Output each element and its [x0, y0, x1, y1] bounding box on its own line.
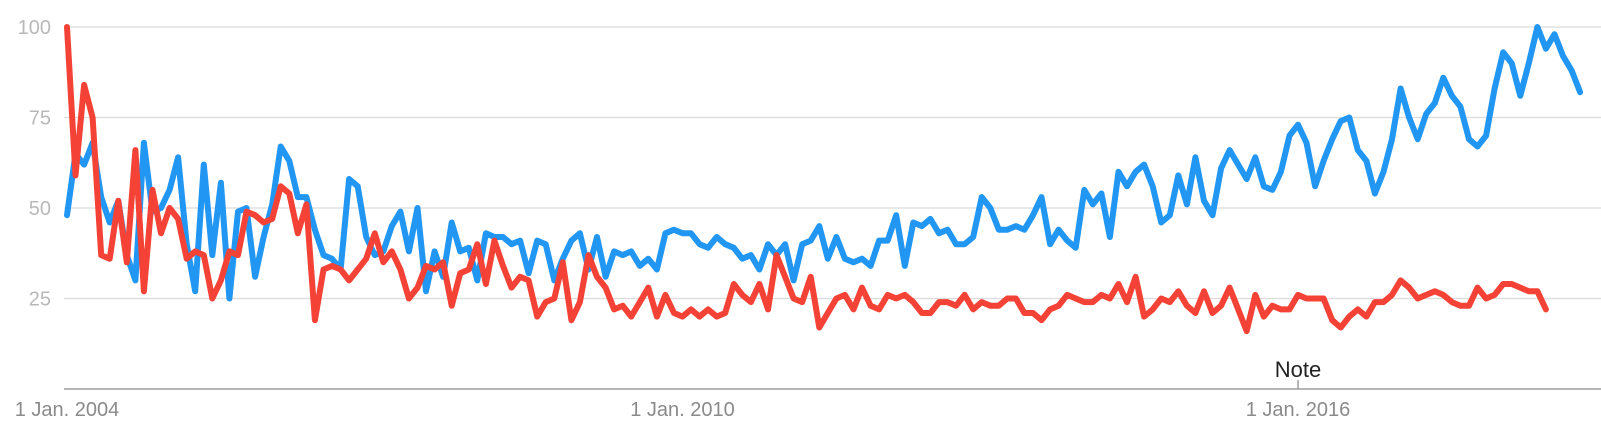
y-tick-label-100: 100 [18, 17, 51, 39]
y-tick-label-25: 25 [29, 289, 51, 311]
y-tick-label-50: 50 [29, 198, 51, 220]
y-axis-tick-labels: 100 75 50 25 [18, 17, 51, 311]
y-tick-label-75: 75 [29, 108, 51, 130]
x-axis-tick-labels: 1 Jan. 2004 1 Jan. 2010 1 Jan. 2016 [15, 399, 1351, 421]
x-tick-label-0: 1 Jan. 2004 [15, 399, 120, 421]
series-lines [64, 24, 1584, 335]
note-label: Note [1275, 357, 1321, 382]
x-tick-label-2: 1 Jan. 2016 [1246, 399, 1351, 421]
series-line-0 [64, 24, 1584, 302]
series-line-1 [64, 24, 1549, 335]
gridlines [64, 26, 1601, 300]
note-annotation: Note [1275, 357, 1321, 389]
x-tick-label-1: 1 Jan. 2010 [630, 399, 735, 421]
